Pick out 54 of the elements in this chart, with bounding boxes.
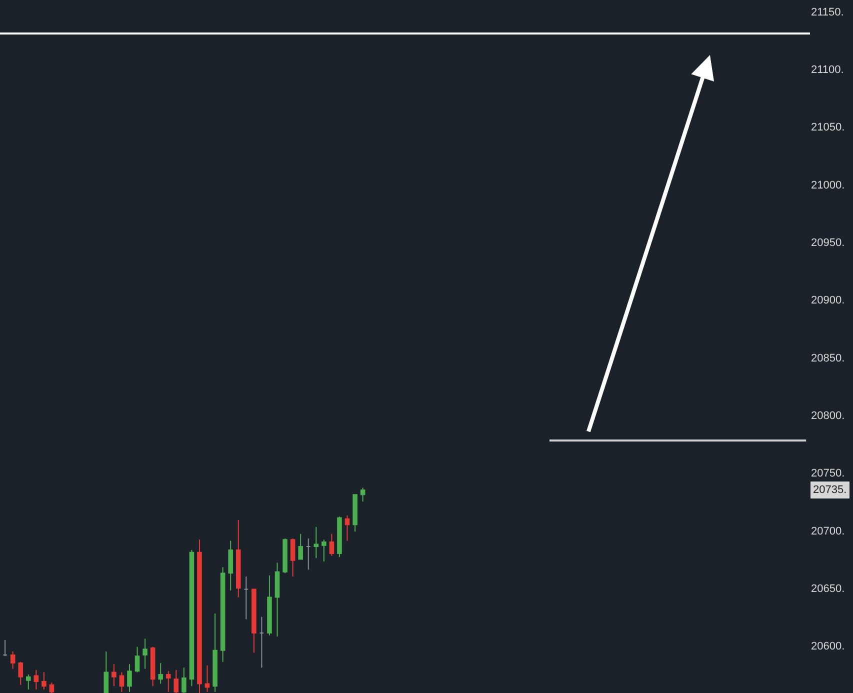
candlestick bbox=[49, 682, 54, 693]
candlestick bbox=[212, 612, 218, 692]
candlestick bbox=[298, 533, 303, 560]
y-tick-label: 21000. bbox=[811, 179, 845, 192]
candlestick bbox=[158, 662, 164, 684]
candlestick bbox=[344, 514, 350, 542]
candlestick bbox=[166, 670, 171, 692]
candlestick bbox=[26, 674, 31, 690]
y-tick-label: 20900. bbox=[811, 294, 845, 307]
candlestick bbox=[127, 664, 132, 692]
candlestick bbox=[119, 672, 124, 692]
candlestick bbox=[220, 566, 226, 662]
candlestick bbox=[197, 539, 202, 693]
candlestick bbox=[104, 650, 109, 693]
candlestick bbox=[282, 538, 288, 574]
candlestick bbox=[244, 576, 249, 620]
y-tick-label: 21050. bbox=[811, 122, 845, 134]
annotation: 20735. bbox=[813, 484, 847, 496]
y-tick-label: 20850. bbox=[811, 352, 845, 364]
y-tick-label: 20700. bbox=[811, 525, 845, 538]
y-tick-label: 21150. bbox=[811, 6, 844, 18]
candlestick bbox=[112, 664, 116, 687]
candlestick bbox=[204, 664, 210, 692]
candlestick bbox=[142, 638, 148, 670]
candlestick bbox=[267, 574, 272, 636]
candlestick bbox=[150, 646, 156, 687]
candlestick bbox=[360, 487, 366, 502]
y-tick-label: 20750. bbox=[811, 468, 845, 480]
y-tick-label: 21100. bbox=[811, 64, 844, 76]
candlestick bbox=[182, 667, 186, 693]
candlestick bbox=[134, 646, 140, 673]
candlestick bbox=[252, 588, 256, 654]
y-tick-label: 20600. bbox=[811, 640, 845, 653]
candlestick bbox=[42, 672, 46, 690]
candlestick bbox=[306, 538, 311, 570]
candlestick bbox=[274, 562, 280, 637]
candlestick bbox=[2, 639, 8, 657]
candlestick bbox=[352, 494, 358, 532]
y-tick-label: 20950. bbox=[811, 237, 845, 249]
candlestick bbox=[189, 550, 194, 687]
candlestick bbox=[329, 533, 334, 556]
candlestick bbox=[322, 539, 326, 562]
y-tick-label: 20800. bbox=[811, 410, 845, 422]
candlestick bbox=[228, 540, 233, 591]
y-tick-label: 20650. bbox=[811, 582, 845, 595]
candlestick bbox=[290, 538, 296, 578]
candlestick bbox=[236, 520, 241, 598]
candlestick bbox=[10, 650, 16, 670]
candlestick bbox=[34, 669, 39, 690]
candlestick bbox=[337, 516, 342, 558]
candlestick bbox=[314, 526, 319, 559]
candlestick bbox=[259, 616, 264, 668]
candlestick bbox=[18, 661, 24, 686]
candlestick bbox=[174, 669, 179, 693]
